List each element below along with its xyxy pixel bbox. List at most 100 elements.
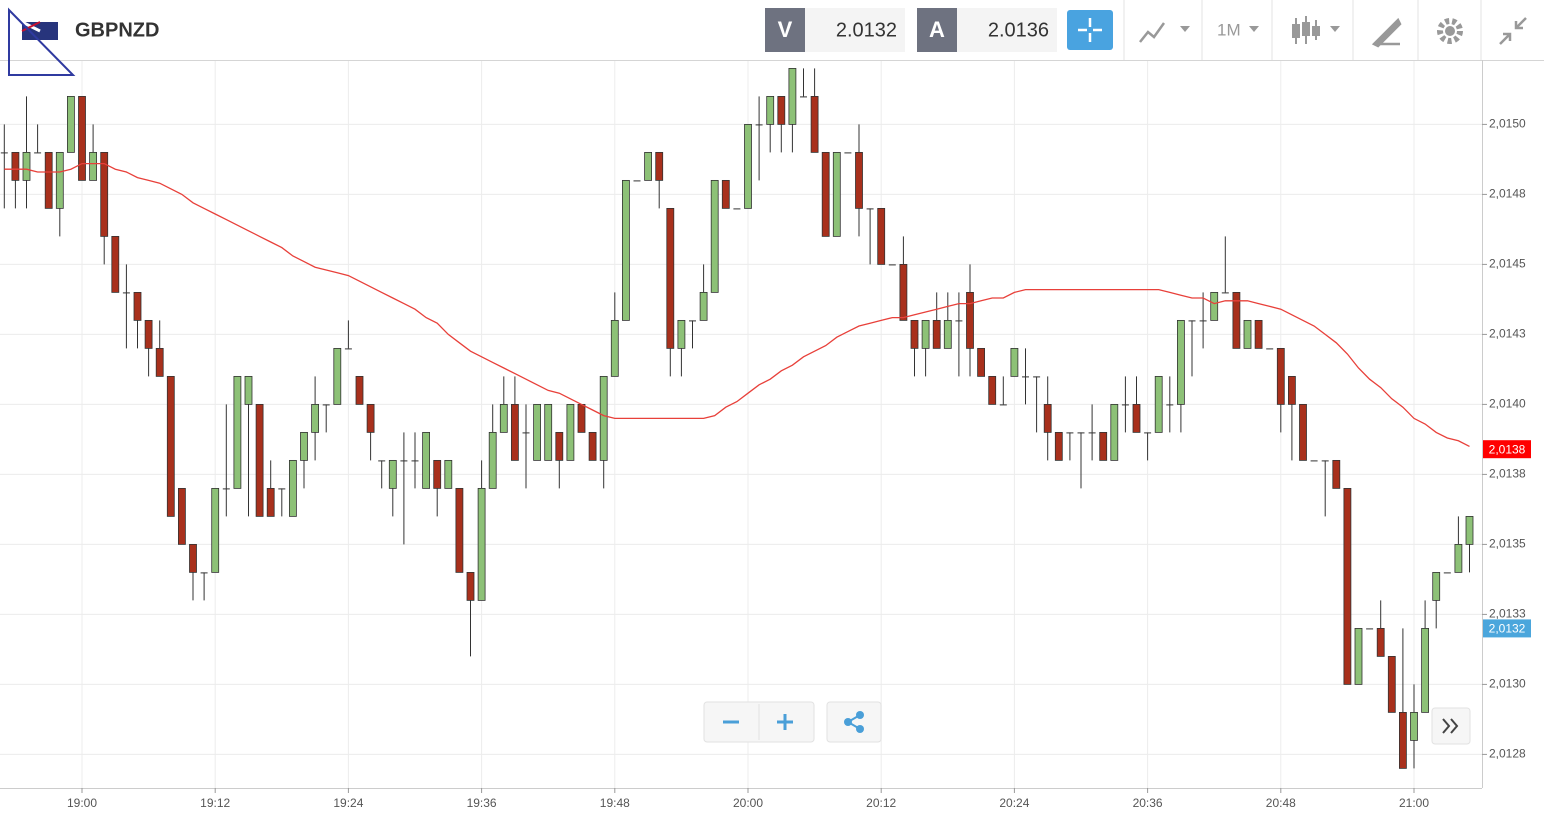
candle-body — [488, 431, 497, 489]
fullscreen-icon[interactable] — [1499, 17, 1527, 45]
candle-body — [1210, 291, 1219, 321]
ask-label: A — [929, 17, 945, 42]
crosshair-button[interactable] — [1067, 10, 1113, 50]
x-tick-label: 20:12 — [866, 796, 896, 810]
candle-body — [1199, 320, 1207, 322]
candle-body — [144, 319, 153, 349]
plot-grid — [0, 60, 1482, 788]
candle-body — [999, 404, 1007, 406]
x-tick-label: 19:24 — [333, 796, 363, 810]
candle-body — [844, 152, 852, 154]
candle-body — [333, 347, 342, 405]
candle-body — [311, 403, 320, 433]
candle-body — [721, 179, 730, 209]
candle-body — [555, 431, 564, 461]
candle-body — [1066, 432, 1074, 434]
candle-body — [800, 96, 807, 98]
y-tick-label: 2,0143 — [1489, 327, 1526, 341]
candle-body — [744, 124, 752, 209]
candle-body — [1465, 516, 1474, 545]
x-tick-label: 20:48 — [1266, 796, 1296, 810]
dropdown-arrow — [1249, 26, 1259, 32]
candle-body — [1010, 347, 1019, 377]
price-tag-label: 2,0132 — [1489, 622, 1526, 636]
settings-icon — [1445, 26, 1455, 36]
y-tick-label: 2,0130 — [1489, 677, 1526, 691]
x-tick-label: 19:48 — [600, 796, 630, 810]
candle-body — [810, 96, 819, 153]
candle-body — [466, 572, 475, 601]
candle-body — [577, 403, 586, 433]
candle-body — [166, 375, 175, 517]
candle-body — [588, 431, 597, 461]
candle-body — [599, 375, 608, 461]
candle-body — [699, 291, 708, 321]
candle-body — [133, 291, 142, 321]
candle-body — [155, 347, 164, 377]
candle-body — [211, 487, 220, 573]
bid-price: 2.0132 — [836, 19, 897, 41]
candle-body — [322, 404, 330, 406]
candle-body — [67, 96, 75, 153]
bid-box[interactable] — [805, 8, 905, 52]
candle-body — [1033, 376, 1041, 378]
candle-body — [222, 488, 230, 490]
candle-body — [1343, 487, 1352, 685]
candle-body — [288, 459, 297, 517]
x-tick-label: 20:36 — [1133, 796, 1163, 810]
candle-body — [966, 291, 974, 349]
candle-body — [278, 488, 286, 490]
scroll-icon — [1442, 718, 1459, 734]
candle-body — [655, 151, 664, 181]
ask-price: 2.0136 — [988, 19, 1049, 41]
candle-body — [932, 319, 941, 349]
candle-body — [1110, 403, 1119, 461]
y-tick-label: 2,0140 — [1489, 397, 1526, 411]
candle-body — [122, 292, 130, 294]
bid-badge[interactable] — [765, 8, 805, 52]
candle-body — [55, 151, 64, 209]
dropdown-arrow — [1180, 26, 1190, 32]
candle-body — [710, 179, 719, 293]
candle-body — [689, 320, 696, 322]
moving-average — [4, 162, 1470, 447]
candle-body — [378, 460, 386, 462]
price-tag — [1483, 619, 1531, 638]
candle-body — [877, 207, 886, 265]
candle-body — [943, 319, 952, 349]
candle-body — [244, 375, 253, 405]
candle-body — [766, 96, 775, 125]
candle-body — [1410, 712, 1418, 741]
candle-body — [100, 151, 109, 237]
y-tick-label: 2,0128 — [1489, 747, 1526, 761]
x-tick-label: 21:00 — [1399, 796, 1429, 810]
candle-body — [89, 151, 97, 181]
scroll-right-button[interactable] — [1431, 707, 1471, 745]
candle-body — [510, 403, 519, 461]
share-button[interactable] — [826, 701, 882, 743]
zoom-in[interactable] — [777, 714, 793, 730]
timeframe[interactable]: 1M — [1217, 20, 1241, 39]
chart-type-icon[interactable] — [1139, 22, 1166, 43]
candle-body — [921, 319, 930, 349]
candle-body — [1432, 572, 1441, 601]
ask-badge[interactable] — [917, 8, 957, 52]
candle-body — [566, 403, 575, 461]
x-tick-label: 20:00 — [733, 796, 763, 810]
price-tag — [1483, 440, 1531, 459]
settings-icon[interactable] — [1437, 18, 1463, 44]
candle-body — [189, 544, 197, 573]
candle-body — [1022, 376, 1029, 378]
candle-body — [422, 431, 431, 489]
y-tick-label: 2,0138 — [1489, 467, 1526, 481]
candle-body — [644, 151, 652, 181]
candle-body — [832, 151, 841, 237]
candle-body — [388, 459, 397, 489]
candle-body — [1088, 432, 1096, 434]
draw-icon[interactable] — [1371, 17, 1402, 48]
candle-body — [111, 235, 120, 293]
candle-body — [400, 460, 408, 462]
dropdown-arrow — [1330, 26, 1340, 32]
candle-body — [355, 375, 364, 405]
ask-box[interactable] — [957, 8, 1057, 52]
